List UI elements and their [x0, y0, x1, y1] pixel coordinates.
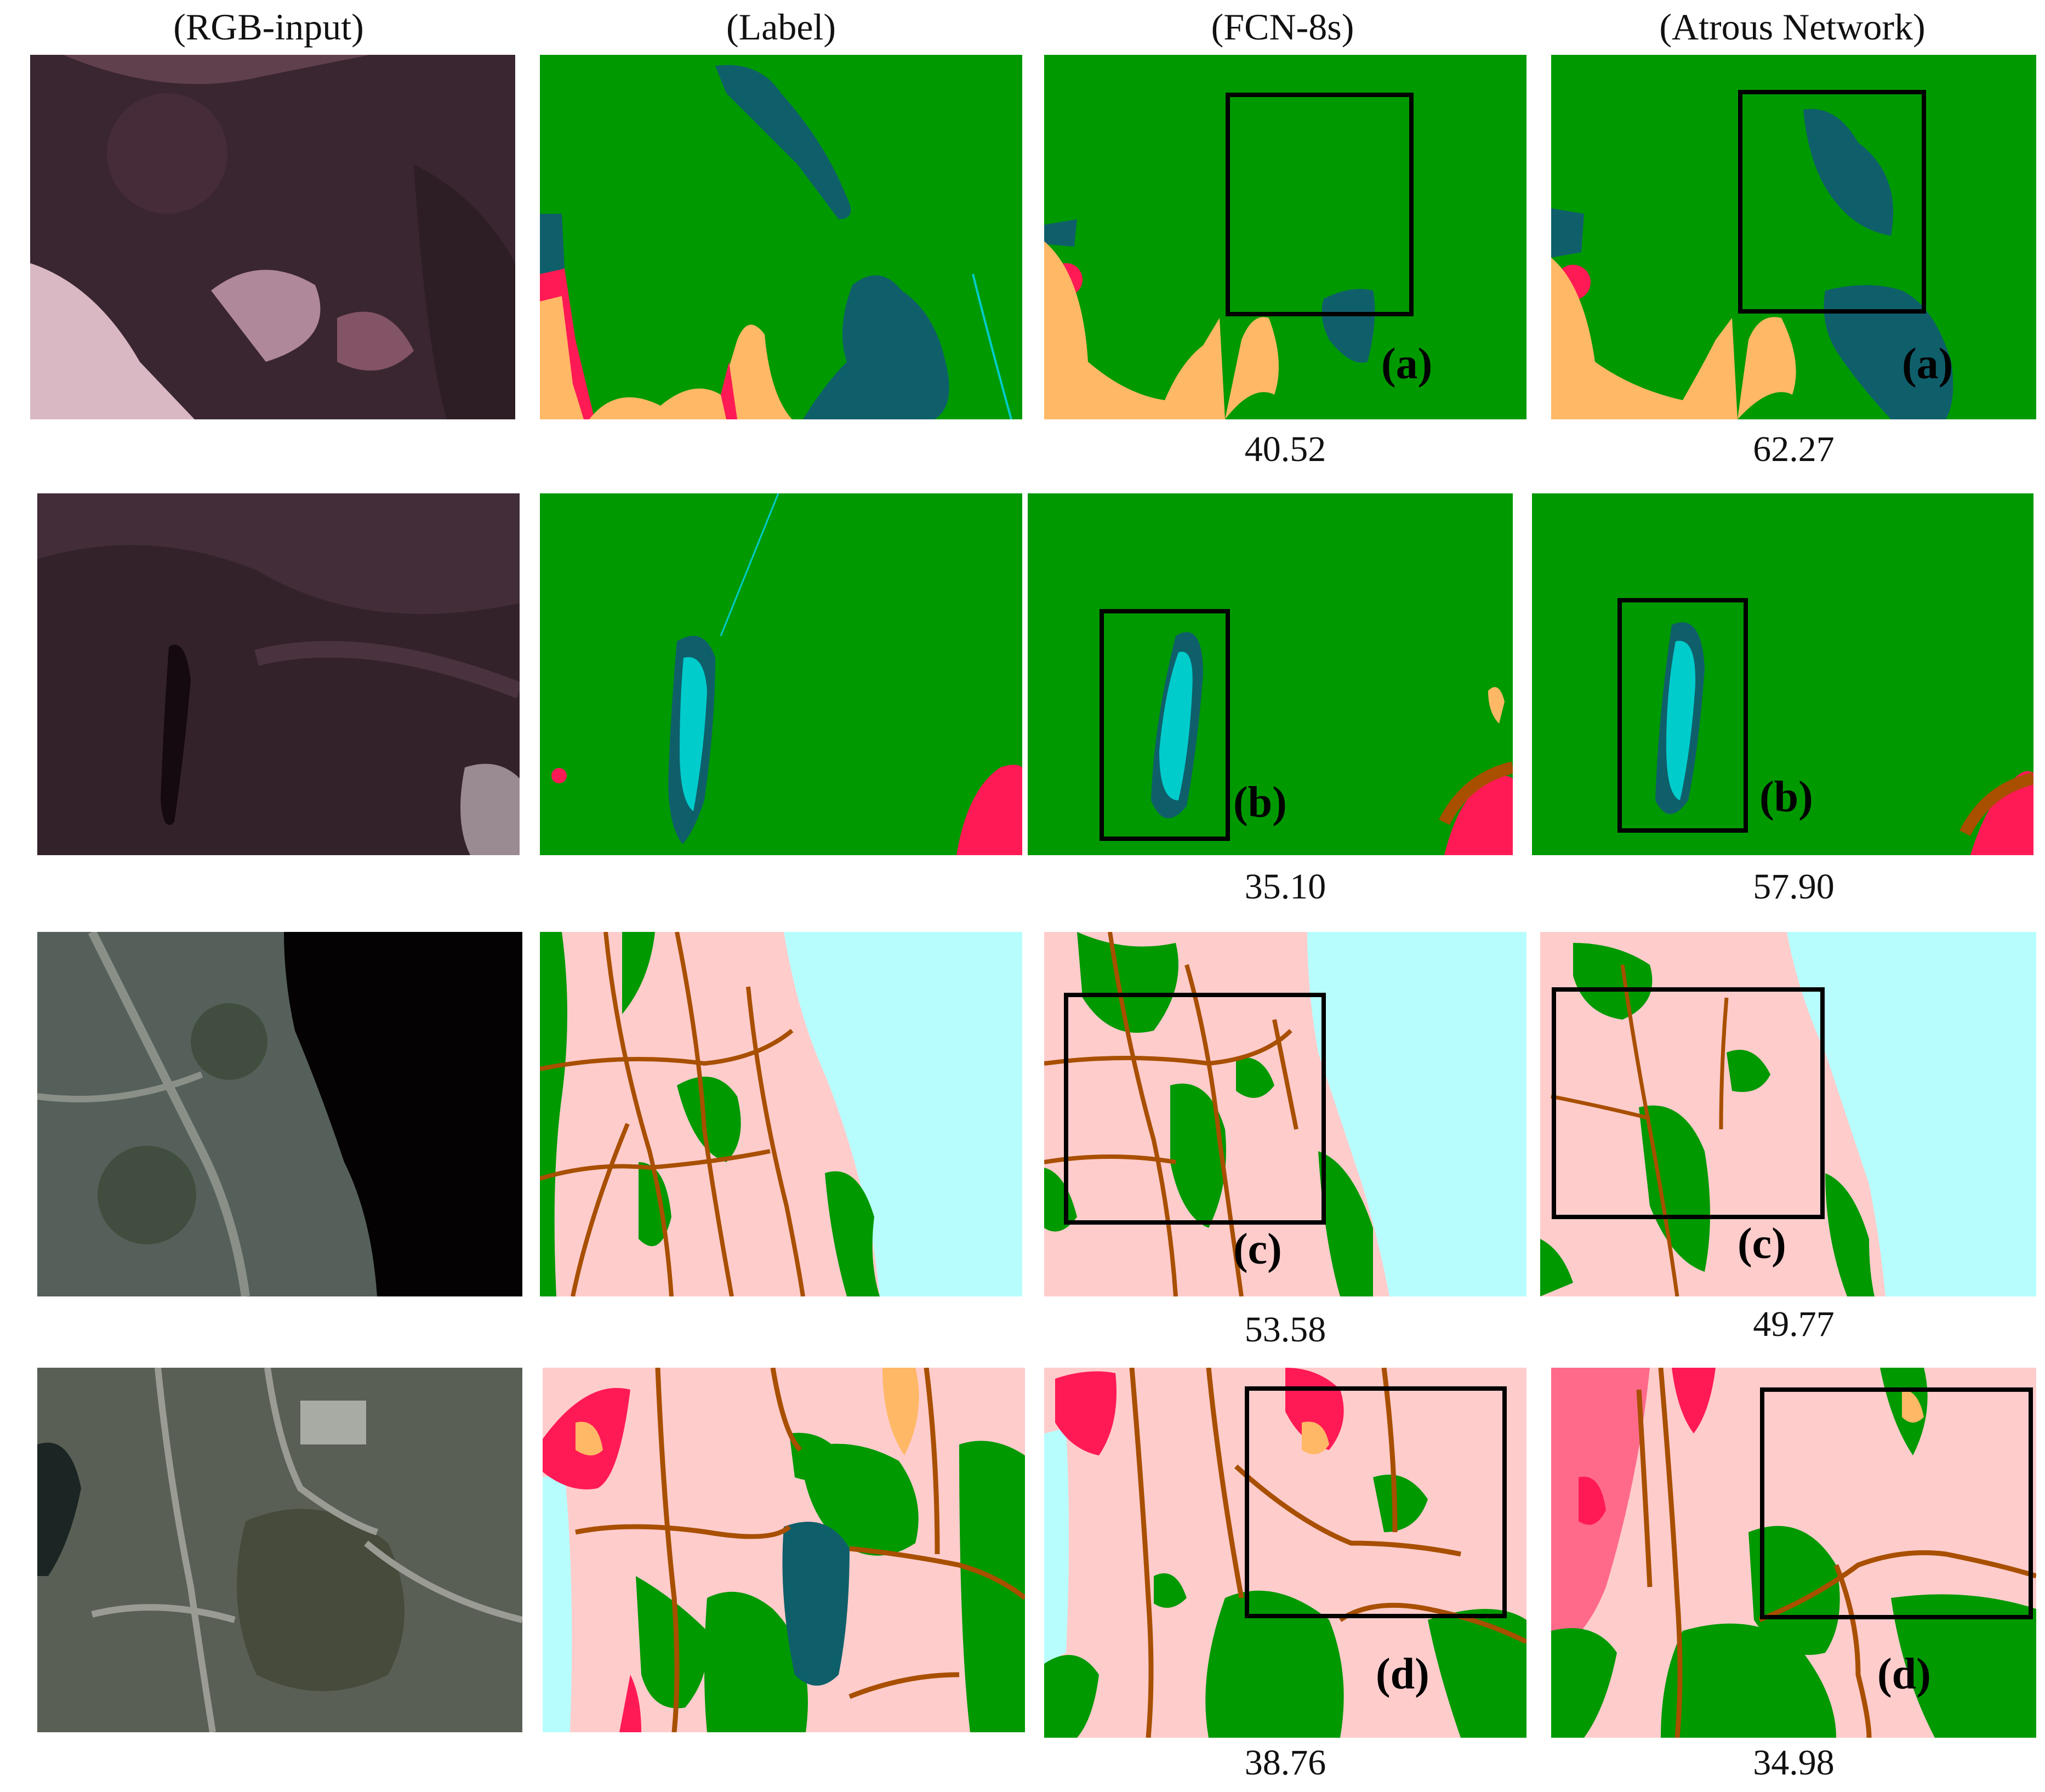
box-label: (d): [1877, 1650, 1931, 1698]
atrous-output-row-3: (c): [1540, 932, 2036, 1296]
fcn-score-row-2: 35.10: [1244, 867, 1326, 907]
atrous-output-row-1: (a): [1551, 55, 2036, 419]
highlight-box: [1064, 993, 1326, 1225]
box-label: (d): [1376, 1650, 1429, 1698]
box-label: (b): [1233, 778, 1287, 827]
box-label: (b): [1759, 773, 1813, 821]
fcn-output-row-3: (c): [1044, 932, 1526, 1296]
atrous-output-row-4: (d): [1551, 1368, 2036, 1738]
box-label: (c): [1233, 1225, 1282, 1273]
fcn-score-row-4: 38.76: [1244, 1743, 1326, 1783]
highlight-box: [1226, 93, 1414, 316]
rgb-image-row-4: [37, 1368, 522, 1732]
atrous-output-row-2: (b): [1532, 493, 2033, 855]
label-map-row-3: [540, 932, 1022, 1296]
atrous-score-row-2: 57.90: [1753, 867, 1835, 907]
atrous-score-row-3: 49.77: [1753, 1304, 1835, 1344]
fcn-output-row-2: (b): [1028, 493, 1513, 855]
label-map-row-1: [540, 55, 1022, 419]
highlight-box: [1738, 90, 1926, 314]
column-header-label: (Label): [726, 6, 836, 48]
box-label: (c): [1738, 1220, 1786, 1268]
column-header-fcn: (FCN-8s): [1211, 6, 1354, 48]
label-map-row-2: [540, 493, 1022, 855]
box-label: (a): [1381, 340, 1432, 388]
rgb-image-row-3: [37, 932, 522, 1296]
highlight-box: [1245, 1386, 1507, 1618]
atrous-score-row-1: 62.27: [1753, 429, 1835, 469]
fcn-score-row-1: 40.52: [1244, 429, 1326, 469]
label-map-row-4: [543, 1368, 1025, 1732]
column-header-atrous: (Atrous Network): [1659, 6, 1926, 48]
rgb-image-row-2: [37, 493, 520, 855]
atrous-score-row-4: 34.98: [1753, 1743, 1835, 1783]
highlight-box: [1617, 598, 1748, 833]
highlight-box: [1100, 609, 1230, 841]
fcn-output-row-1: (a): [1044, 55, 1526, 419]
highlight-box: [1552, 987, 1825, 1219]
rgb-image-row-1: [30, 55, 515, 419]
highlight-box: [1760, 1387, 2033, 1619]
column-header-rgb: (RGB-input): [173, 6, 364, 48]
box-label: (a): [1902, 340, 1953, 388]
fcn-score-row-3: 53.58: [1244, 1310, 1326, 1350]
fcn-output-row-4: (d): [1044, 1368, 1526, 1738]
